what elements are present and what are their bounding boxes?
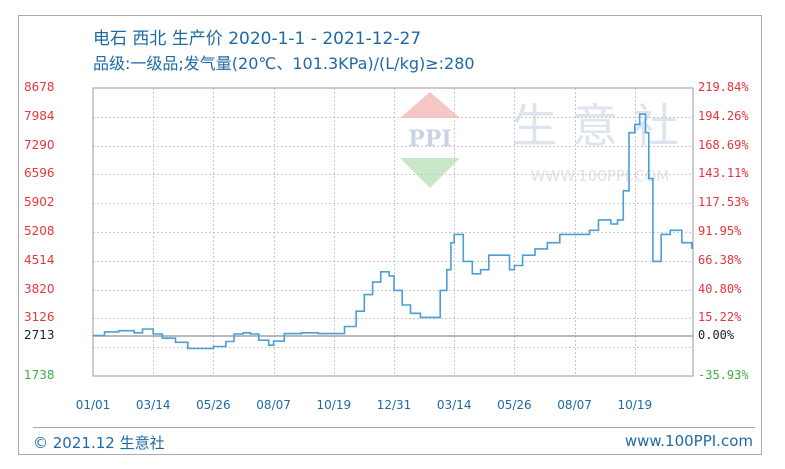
- price-line: [93, 113, 693, 350]
- y-tick-right: 0.00%: [698, 327, 735, 342]
- watermark-logo-top-icon: [400, 92, 460, 118]
- y-tick-right: 219.84%: [698, 80, 749, 94]
- y-tick-right: -35.93%: [698, 368, 749, 382]
- y-tick-left: 5902: [24, 195, 55, 210]
- watermark-url: WWW.100PPI.COM: [531, 167, 670, 185]
- x-tick: 05/26: [497, 398, 532, 412]
- y-tick-left: 3820: [24, 281, 55, 296]
- y-tick-left: 4514: [24, 252, 55, 267]
- chart-subtitle: 品级:一级品;发气量(20℃、101.3KPa)/(L/kg)≥:280: [93, 54, 475, 73]
- y-tick-left: 5208: [24, 224, 55, 238]
- watermark-brand: 生 意 社: [511, 99, 678, 153]
- x-tick: 03/14: [135, 398, 171, 412]
- y-tick-left: 8678: [24, 80, 55, 94]
- y-tick-right: 66.38%: [698, 252, 742, 267]
- watermark-logo-text: PPI: [408, 126, 451, 152]
- y-tick-right: 40.80%: [698, 281, 742, 296]
- y-tick-left: 3126: [24, 310, 55, 325]
- x-tick: 10/19: [316, 398, 352, 412]
- chart-title: 电石 西北 生产价 2020-1-1 - 2021-12-27: [93, 29, 422, 49]
- x-tick: 10/19: [617, 398, 653, 412]
- x-tick: 05/26: [196, 398, 231, 412]
- plot-area: [92, 87, 694, 377]
- x-tick: 12/31: [376, 398, 412, 412]
- y-tick-right: 168.69%: [698, 137, 749, 152]
- y-tick-right: 194.26%: [698, 108, 749, 123]
- x-tick: 01/01: [75, 398, 111, 412]
- footer-divider: [33, 427, 755, 428]
- watermark: PPI 生 意 社 WWW.100PPI.COM: [400, 92, 679, 188]
- y-tick-right: 143.11%: [698, 166, 749, 181]
- y-tick-right: 91.95%: [698, 224, 742, 238]
- grid: [93, 88, 693, 376]
- y-tick-left: 6596: [24, 166, 55, 181]
- y-tick-left: 1738: [24, 368, 55, 382]
- y-tick-left: 7290: [24, 137, 55, 152]
- x-tick: 03/14: [436, 398, 472, 412]
- y-tick-left: 2713: [24, 327, 55, 342]
- x-tick: 08/07: [256, 398, 291, 412]
- copyright: © 2021.12 生意社: [33, 434, 165, 452]
- watermark-logo-bottom-icon: [400, 158, 460, 188]
- y-tick-right: 15.22%: [698, 310, 742, 325]
- x-tick: 08/07: [557, 398, 592, 412]
- website-link[interactable]: www.100PPI.com: [624, 432, 753, 450]
- y-tick-left: 7984: [24, 108, 55, 123]
- y-tick-right: 117.53%: [698, 195, 749, 210]
